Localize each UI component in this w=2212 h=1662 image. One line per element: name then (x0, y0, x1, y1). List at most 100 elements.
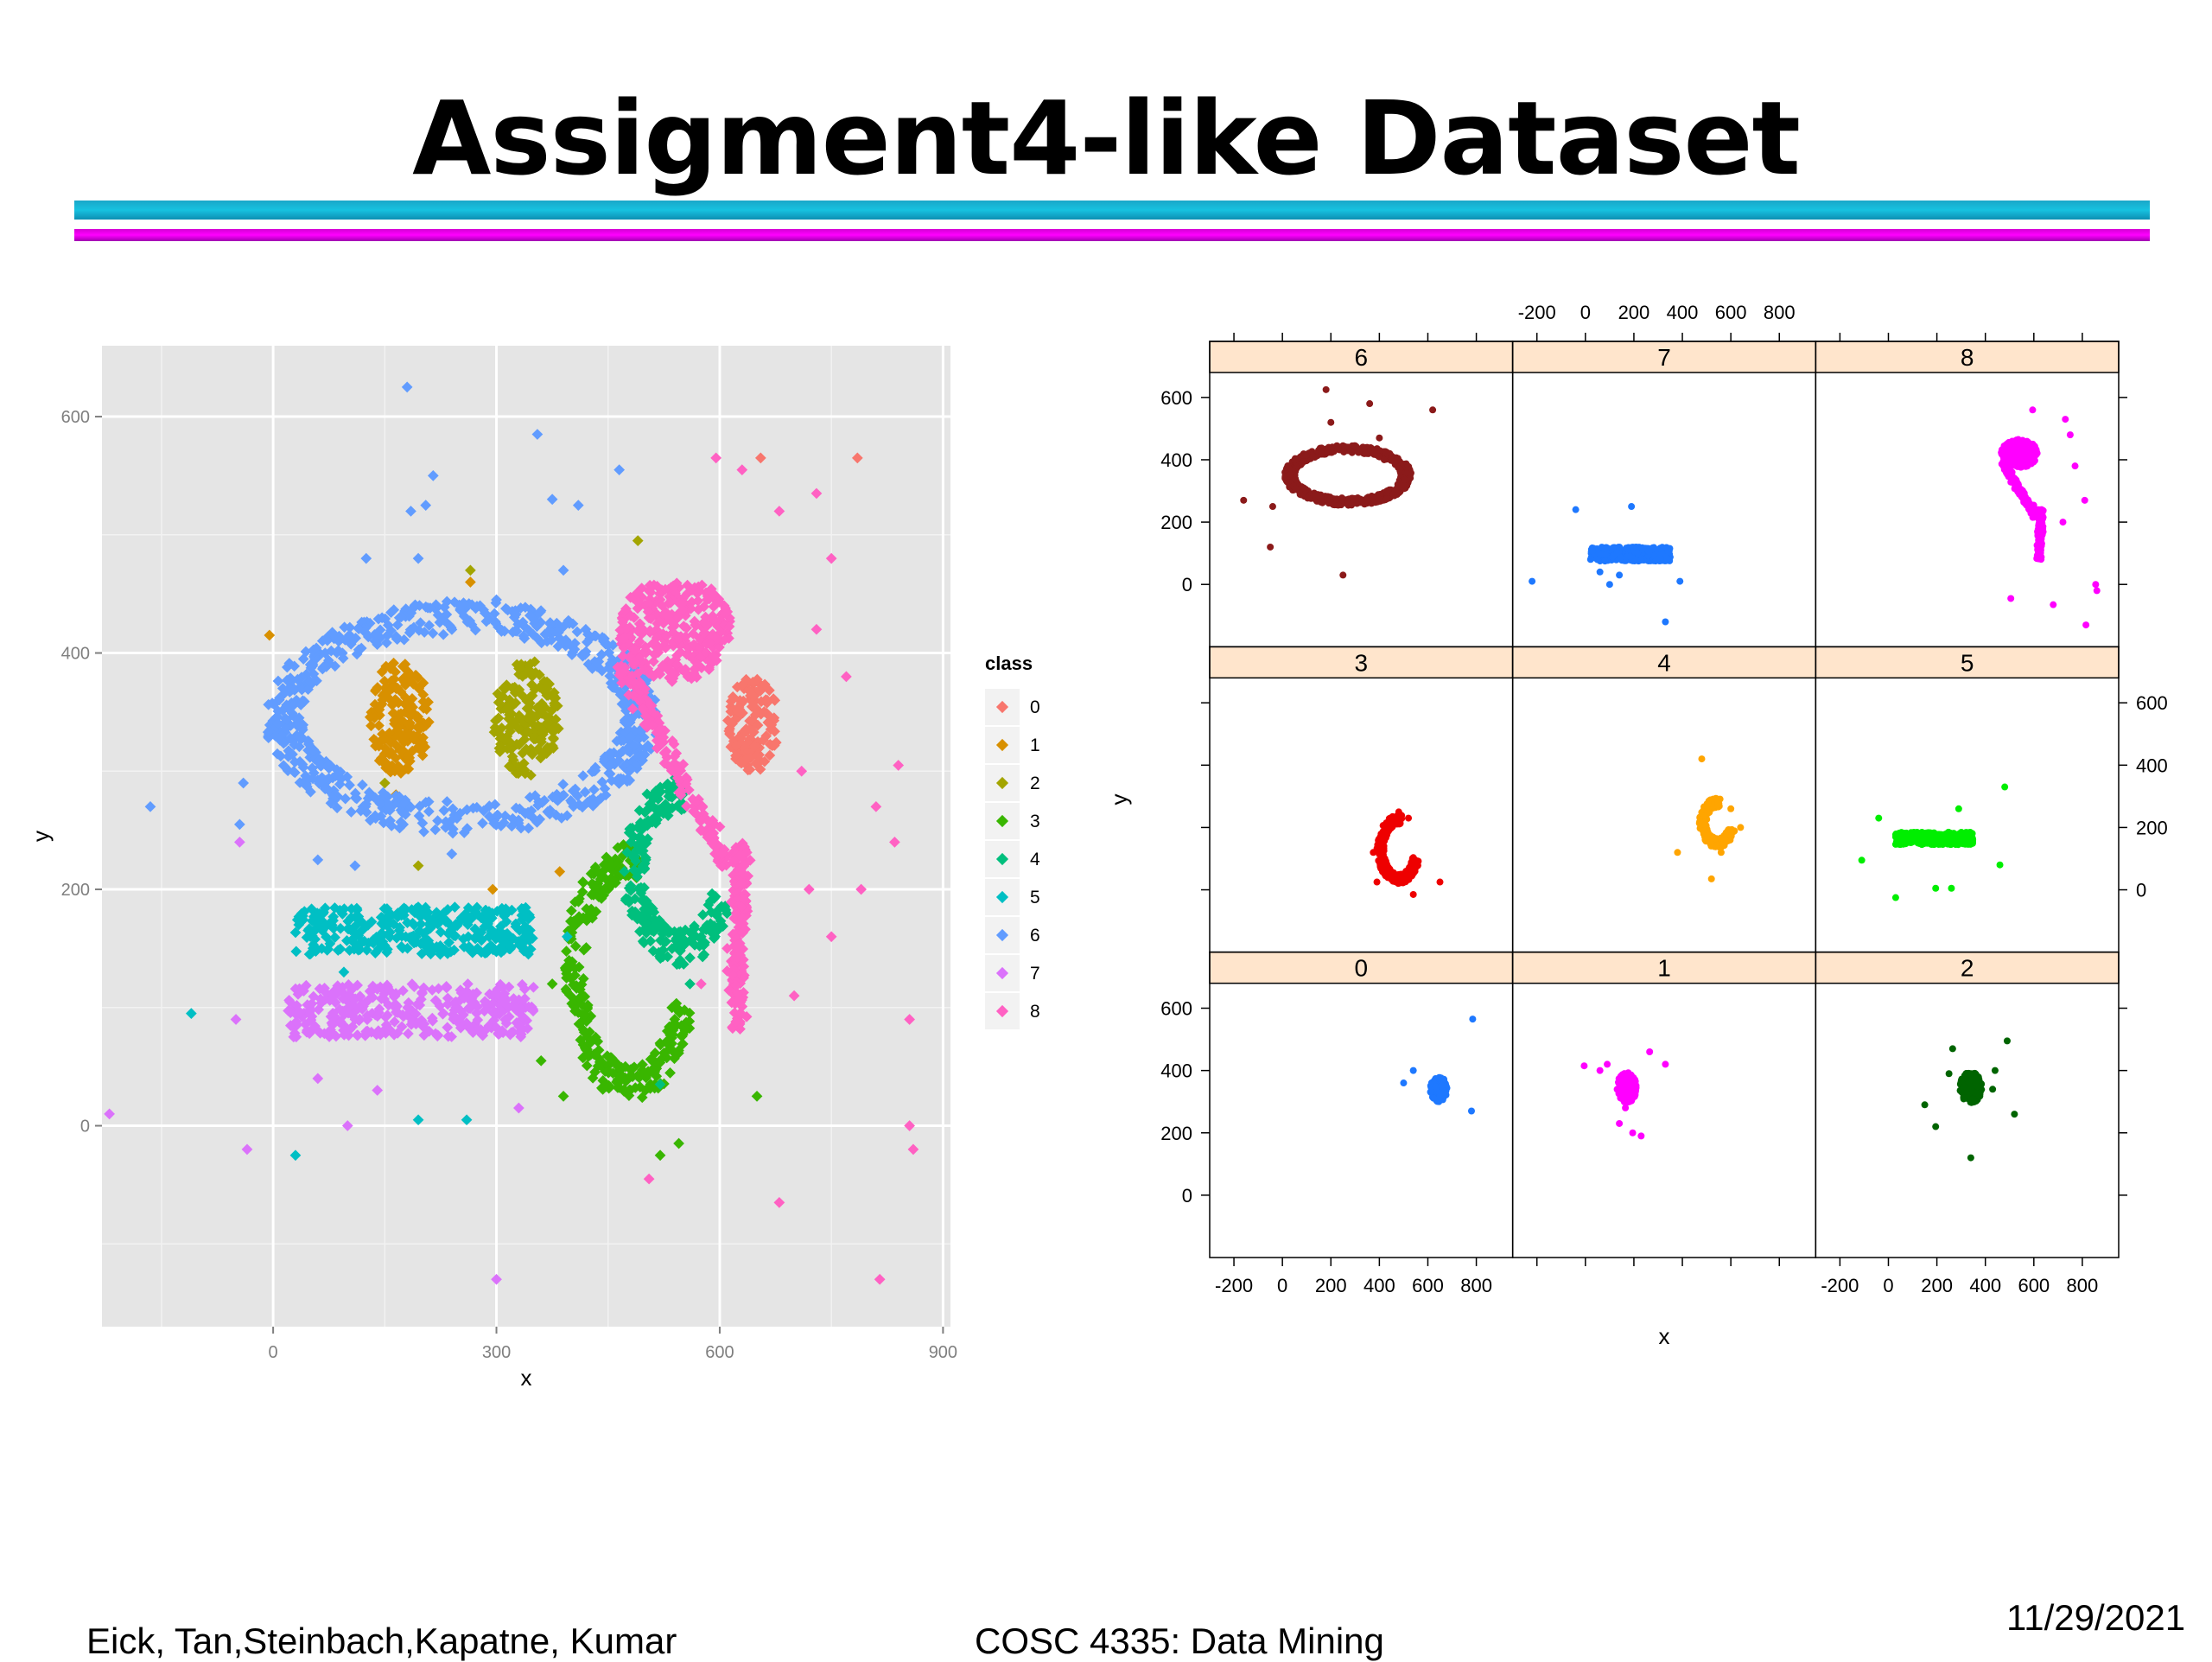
data-point (2067, 431, 2074, 438)
data-point (2001, 464, 2008, 471)
data-point (1429, 406, 1436, 413)
data-point (2059, 519, 2066, 525)
panel-class-8: 8 (1815, 341, 2119, 628)
panel-strip-label: 6 (1355, 344, 1369, 371)
data-point (2012, 462, 2019, 469)
data-point (2008, 477, 2015, 484)
panel-class-3: 3 (1210, 646, 1513, 898)
legend-label: 5 (1030, 888, 1040, 907)
legend-label: 7 (1030, 964, 1040, 984)
y-tick-label: 200 (61, 881, 90, 900)
data-point (1390, 491, 1397, 498)
data-point (1657, 557, 1664, 564)
legend-label: 2 (1030, 774, 1040, 793)
data-point (1627, 553, 1634, 560)
plot-panel (102, 346, 950, 1327)
data-point (1327, 496, 1334, 503)
data-point (1360, 444, 1367, 451)
data-point (1318, 498, 1325, 505)
data-point (1662, 618, 1669, 625)
data-point (2018, 487, 2024, 494)
panel-strip-label: 3 (1355, 649, 1369, 676)
panel-points (1240, 386, 1436, 579)
legend-label: 8 (1030, 1002, 1040, 1022)
data-point (2030, 441, 2037, 448)
data-point (2029, 406, 2036, 413)
legend-label: 1 (1030, 735, 1040, 755)
data-point (2007, 595, 2014, 602)
x-tick-label: 900 (929, 1343, 957, 1362)
data-point (1628, 503, 1635, 510)
data-point (1299, 460, 1306, 467)
data-point (1395, 483, 1402, 490)
data-point (2009, 454, 2016, 461)
data-point (2024, 461, 2031, 468)
y-tick-label: 400 (61, 645, 90, 664)
data-point (1269, 503, 1276, 510)
x-tick-label: 0 (269, 1343, 278, 1362)
data-point (1587, 556, 1594, 563)
data-point (1351, 496, 1357, 503)
data-point (1613, 549, 1620, 556)
data-point (1344, 500, 1351, 506)
data-point (1309, 453, 1316, 460)
data-point (1529, 578, 1535, 585)
data-point (1601, 557, 1608, 564)
data-point (1327, 419, 1334, 426)
data-point (2040, 514, 2047, 521)
data-point (1665, 548, 1672, 555)
data-point (1597, 569, 1604, 576)
data-point (2082, 621, 2089, 628)
panel-points (1998, 406, 2101, 628)
data-point (1601, 544, 1608, 551)
data-point (1323, 386, 1330, 393)
data-point (1573, 506, 1580, 513)
panel-class-6: 6 (1210, 341, 1513, 578)
data-point (1383, 495, 1390, 502)
data-point (2082, 497, 2088, 504)
data-point (2037, 536, 2044, 543)
data-point (1300, 484, 1307, 491)
data-point (1589, 547, 1596, 554)
legend-label: 4 (1030, 850, 1040, 869)
data-point (1240, 497, 1247, 504)
data-point (1318, 450, 1325, 457)
slide-title: Assigment4-like Dataset (0, 82, 2212, 194)
y-axis-label: y (28, 831, 54, 842)
data-point (1334, 446, 1341, 453)
title-rule-cyan (74, 201, 2150, 220)
data-point (1606, 581, 1613, 588)
panel-class-7: 7 (1513, 341, 1816, 625)
data-point (2092, 581, 2099, 588)
data-point (2034, 530, 2041, 537)
data-point (1292, 456, 1299, 463)
data-point (2013, 445, 2020, 452)
legend-title: class (985, 653, 1033, 674)
data-point (1382, 449, 1389, 455)
data-point (1287, 471, 1294, 478)
data-point (1339, 571, 1346, 578)
legend-label: 3 (1030, 812, 1040, 831)
data-point (2094, 587, 2101, 594)
data-point (1332, 495, 1339, 502)
panel-strip-label: 7 (1657, 344, 1671, 371)
x-tick-label: 600 (705, 1343, 734, 1362)
data-point (1645, 548, 1652, 555)
x-tick-label: 300 (482, 1343, 511, 1362)
y-tick-label: 0 (80, 1118, 90, 1137)
data-point (1376, 495, 1382, 502)
data-point (1401, 476, 1408, 483)
legend-label: 6 (1030, 926, 1040, 946)
data-point (1267, 544, 1274, 551)
title-rule-magenta (74, 229, 2150, 241)
data-point (1304, 494, 1311, 501)
data-point (1376, 435, 1382, 442)
data-point (2072, 462, 2079, 469)
panel-points (1370, 808, 1443, 898)
x-axis-label: x (521, 1365, 532, 1391)
data-point (2050, 602, 2056, 608)
data-point (1391, 459, 1398, 466)
